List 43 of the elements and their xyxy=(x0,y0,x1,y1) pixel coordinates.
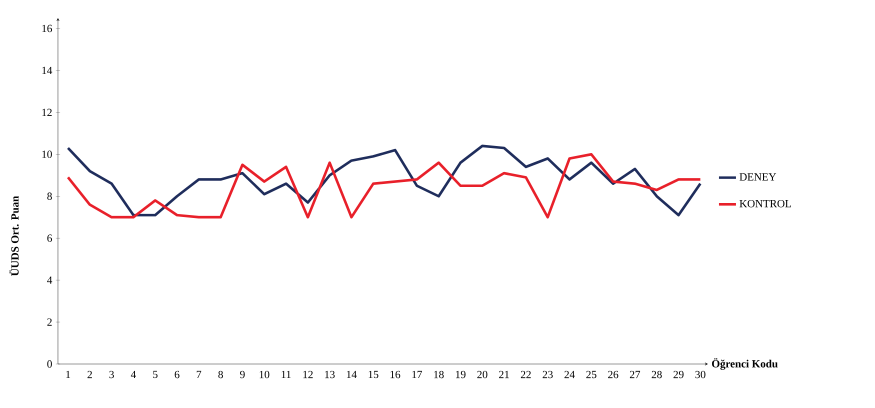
x-tick-label: 18 xyxy=(434,370,444,378)
x-tick-label: 24 xyxy=(564,370,575,378)
y-tick-label: 16 xyxy=(42,24,52,32)
x-tick-label: 11 xyxy=(282,370,291,378)
x-tick-label: 15 xyxy=(368,370,378,378)
x-tick-label: 23 xyxy=(542,370,553,378)
y-axis-title: ÜUDS Ort. Puan xyxy=(9,196,19,276)
x-tick-label: 2 xyxy=(88,370,92,378)
y-tick-label: 14 xyxy=(42,66,52,74)
x-tick-label: 26 xyxy=(608,370,618,378)
x-tick-label: 21 xyxy=(499,370,509,378)
legend-label: KONTROL xyxy=(740,200,791,208)
x-tick-label: 13 xyxy=(325,370,335,378)
y-tick-label: 4 xyxy=(47,276,52,284)
x-tick-label: 5 xyxy=(153,370,158,378)
x-tick-label: 9 xyxy=(240,370,245,378)
x-tick-label: 10 xyxy=(260,370,270,378)
x-tick-label: 25 xyxy=(586,370,596,378)
x-tick-label: 6 xyxy=(174,370,180,378)
y-tick-label: 6 xyxy=(47,234,52,242)
x-tick-label: 1 xyxy=(66,370,70,378)
x-tick-label: 27 xyxy=(630,370,640,378)
x-tick-label: 28 xyxy=(652,370,662,378)
x-tick-label: 14 xyxy=(346,370,357,378)
x-tick-label: 19 xyxy=(456,370,466,378)
x-axis-title: Öğrenci Kodu xyxy=(712,358,778,370)
x-tick-label: 12 xyxy=(303,370,313,378)
y-tick-label: 2 xyxy=(47,318,52,326)
x-tick-label: 3 xyxy=(109,370,114,378)
y-tick-label: 0 xyxy=(47,360,52,368)
x-tick-label: 4 xyxy=(130,370,136,378)
x-tick-label: 16 xyxy=(390,370,400,378)
x-tick-label: 7 xyxy=(196,370,202,378)
y-tick-label: 10 xyxy=(42,150,52,158)
legend-label: DENEY xyxy=(740,173,776,180)
x-tick-label: 17 xyxy=(412,370,422,378)
x-tick-label: 20 xyxy=(477,370,488,378)
x-tick-label: 29 xyxy=(674,370,684,378)
y-tick-label: 12 xyxy=(42,108,52,116)
x-tick-label: 30 xyxy=(695,370,706,378)
y-tick-label: 8 xyxy=(47,192,52,200)
x-tick-label: 8 xyxy=(218,370,223,378)
x-tick-label: 22 xyxy=(520,370,531,378)
